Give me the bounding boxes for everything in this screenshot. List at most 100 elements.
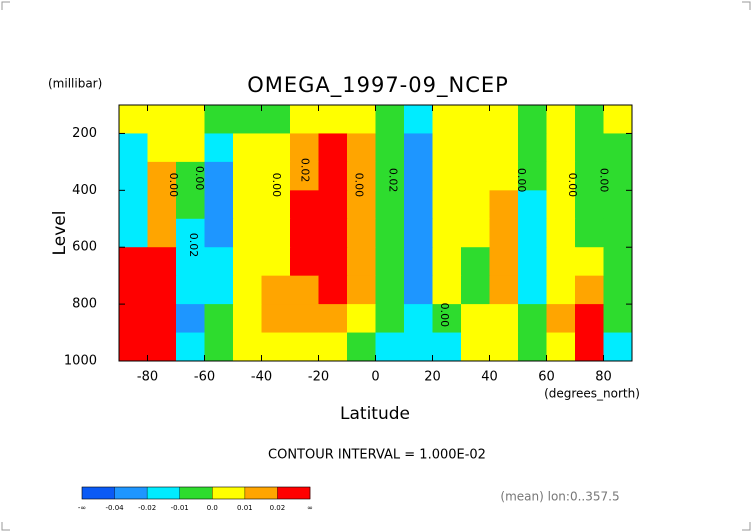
contour-cell <box>347 161 376 191</box>
contour-cell <box>119 218 148 248</box>
contour-cell <box>546 247 576 277</box>
contour-cell <box>461 218 490 248</box>
contour-cell <box>290 304 319 334</box>
contour-cell <box>489 304 519 334</box>
contour-cell <box>176 161 205 191</box>
contour-cell <box>518 161 547 191</box>
contour-cell <box>119 105 148 134</box>
contour-cell <box>290 275 319 305</box>
x-tick-label: 80 <box>595 370 612 385</box>
contour-cell <box>147 105 177 134</box>
contour-cell <box>290 247 319 277</box>
contour-cell <box>119 190 148 220</box>
contour-cell <box>461 105 490 134</box>
contour-cell <box>575 105 604 134</box>
contour-cell <box>318 133 348 163</box>
crop-mark <box>1 522 10 531</box>
contour-cell <box>204 304 234 334</box>
contour-cell <box>318 218 348 248</box>
contour-cell <box>176 218 205 248</box>
contour-cell <box>518 218 547 248</box>
contour-label: 0.00 <box>515 168 528 193</box>
contour-cell <box>318 332 348 362</box>
colorbar-swatch <box>147 487 181 499</box>
contour-cell <box>546 190 576 220</box>
contour-cell <box>546 218 576 248</box>
contour-cell <box>432 190 462 220</box>
contour-cell <box>575 247 604 277</box>
contour-cell <box>489 105 519 134</box>
contour-cell <box>603 247 633 277</box>
contour-cell <box>204 105 234 134</box>
crop-mark <box>742 1 751 10</box>
contour-cell <box>233 105 262 134</box>
contour-cell <box>233 304 262 334</box>
contour-cell <box>347 218 376 248</box>
x-units: (degrees_north) <box>544 387 640 401</box>
colorbar-label: 0.02 <box>270 504 286 512</box>
contour-cell <box>518 105 547 134</box>
contour-label: 0.00 <box>167 173 180 198</box>
contour-cell <box>432 304 462 334</box>
contour-cell <box>461 247 490 277</box>
contour-cell <box>290 105 319 134</box>
contour-cell <box>489 332 519 362</box>
contour-cell <box>147 247 177 277</box>
contour-cell <box>290 332 319 362</box>
contour-interval: CONTOUR INTERVAL = 1.000E-02 <box>268 448 486 463</box>
contour-cell <box>233 332 262 362</box>
colorbar-swatch <box>277 487 311 499</box>
contour-cell <box>233 133 262 163</box>
chart-title: OMEGA_1997-09_NCEP <box>247 73 509 98</box>
contour-cell <box>461 304 490 334</box>
colorbar-swatch <box>212 487 246 499</box>
contour-cell <box>290 190 319 220</box>
contour-cell <box>347 304 376 334</box>
contour-cell <box>518 275 547 305</box>
contour-cell <box>375 332 405 362</box>
contour-cell <box>432 218 462 248</box>
colorbar-label: 0.01 <box>237 504 253 512</box>
colorbar-swatch <box>179 487 213 499</box>
y-tick-label: 400 <box>72 183 97 198</box>
contour-label: 0.02 <box>387 168 400 193</box>
contour-cell <box>518 133 547 163</box>
contour-cell <box>147 218 177 248</box>
x-tick-label: 20 <box>424 370 441 385</box>
y-axis-label: Level <box>50 211 70 256</box>
contour-cell <box>261 190 291 220</box>
contour-cell <box>147 161 177 191</box>
contour-cell <box>147 304 177 334</box>
contour-cell <box>233 190 262 220</box>
contour-cell <box>375 275 405 305</box>
contour-field <box>119 105 633 362</box>
contour-cell <box>176 275 205 305</box>
contour-cell <box>176 304 205 334</box>
contour-cell <box>546 161 576 191</box>
contour-cell <box>147 275 177 305</box>
y-units: (millibar) <box>48 77 102 91</box>
colorbar-swatch <box>82 487 115 499</box>
contour-cell <box>575 304 604 334</box>
contour-cell <box>233 247 262 277</box>
contour-cell <box>119 161 148 191</box>
contour-label: 0.02 <box>187 233 200 257</box>
contour-cell <box>404 218 433 248</box>
contour-cell <box>204 332 234 362</box>
contour-cell <box>375 247 405 277</box>
contour-label: 0.02 <box>298 158 311 183</box>
contour-cell <box>432 105 462 134</box>
contour-cell <box>461 190 490 220</box>
contour-cell <box>375 190 405 220</box>
contour-cell <box>546 133 576 163</box>
colorbar-swatch <box>244 487 278 499</box>
contour-cell <box>432 161 462 191</box>
contour-cell <box>603 190 633 220</box>
contour-cell <box>261 247 291 277</box>
contour-cell <box>290 133 319 163</box>
contour-cell <box>347 133 376 163</box>
contour-cell <box>603 105 633 134</box>
contour-cell <box>204 247 234 277</box>
contour-cell <box>375 218 405 248</box>
contour-cell <box>119 304 148 334</box>
